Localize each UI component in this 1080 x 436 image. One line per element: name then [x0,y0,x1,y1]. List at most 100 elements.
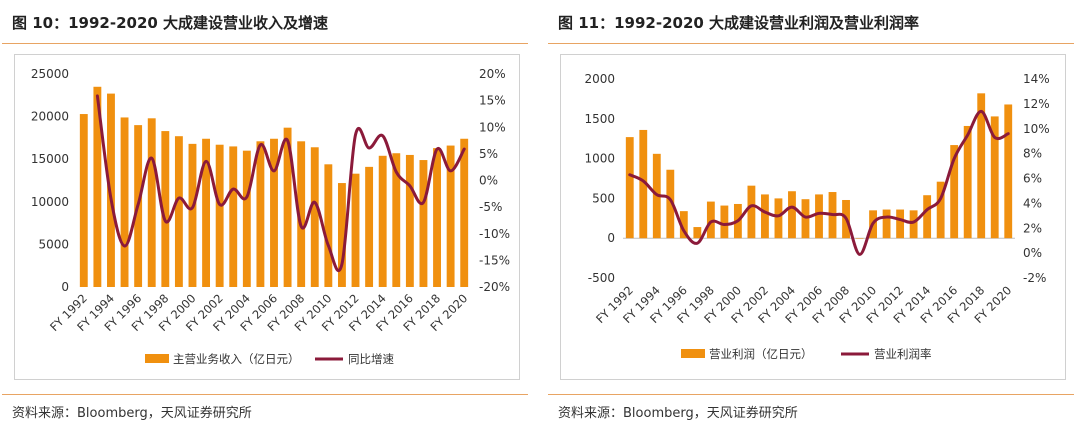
y-right-tick-label: 15% [479,94,506,108]
y-left-tick-label: 0 [61,280,69,294]
title-rule [548,43,1074,44]
bar [120,117,129,287]
y-left-tick-label: -500 [588,271,615,285]
y-right-tick-label: -5% [479,200,502,214]
profit-margin-chart: -500 0 500 1000 1500 2000 -2% 0% 2% 4% 6% 8% 10% 12% 1… [584,72,1050,361]
y-right-tick-label: 6% [1023,172,1042,186]
figure-title: 图 10：1992-2020 大成建设营业收入及增速 [12,14,329,32]
bar [460,138,469,287]
y-right-tick-label: 2% [1023,221,1042,235]
bar [977,93,986,239]
bar [855,238,864,239]
y-right-tick-label: 0% [1023,246,1042,260]
bar [378,155,387,287]
bar [963,125,972,239]
y-right-tick-label: -2% [1023,271,1046,285]
source-note: 资料来源：Bloomberg，天风证券研究所 [12,406,252,421]
legend-line-label: 同比增速 [348,352,394,366]
bar [365,166,374,287]
bar [774,198,783,239]
legend-line-label: 营业利润率 [874,347,932,361]
bar [761,194,769,239]
figure-11-panel: 图 11：1992-2020 大成建设营业利润及营业利润率 -500 0 500 10… [548,0,1076,436]
bar [174,136,183,287]
bar [419,160,428,287]
bar [324,164,333,287]
title-rule [2,43,528,44]
y-right-tick-label: 10% [1023,122,1050,136]
bar [147,118,156,287]
y-left-tick-label: 15000 [31,152,69,166]
bar [297,141,306,287]
bar [950,145,959,239]
bar [815,194,823,239]
y-right-tick-label: -10% [479,227,510,241]
bar [270,138,278,287]
y-right-tick-label: -15% [479,253,510,267]
bar [720,205,729,239]
y-left-tick-label: 500 [592,191,615,205]
bar [909,210,918,239]
chart-area-revenue: 0 5000 10000 15000 20000 25000 -20% -15% -10% -5%… [14,54,520,380]
bar [747,185,756,239]
bar [161,131,170,287]
bar [229,146,238,287]
bar [256,141,265,287]
y-right-tick-label: 5% [479,147,498,161]
line-series [95,94,466,273]
bar [405,154,414,287]
source-note: 资料来源：Bloomberg，天风证券研究所 [558,406,798,421]
bar [392,153,401,287]
bar [801,199,810,239]
bar [446,145,455,287]
bar [337,183,346,287]
bar [283,127,292,288]
bar [666,169,675,239]
bar [990,116,999,239]
figure-title: 图 11：1992-2020 大成建设营业利润及营业利润率 [558,14,920,32]
bar [202,138,211,287]
source-rule [2,394,528,395]
y-left-tick-label: 20000 [31,110,69,124]
y-right-tick-label: 8% [1023,147,1042,161]
y-left-tick-label: 1000 [584,152,615,166]
bar [93,86,102,287]
bar [215,144,224,287]
y-left-tick-label: 2000 [584,72,615,86]
y-right-tick-label: 10% [479,120,506,134]
bar [896,209,905,239]
legend-bar-label: 营业利润（亿日元） [709,347,813,361]
y-right-tick-label: 14% [1023,72,1050,86]
bar [188,143,197,287]
revenue-growth-chart: 0 5000 10000 15000 20000 25000 -20% -15% -10% -5%… [31,67,510,366]
y-left-tick-label: 0 [607,231,615,245]
bar [936,181,945,239]
line-series [628,109,1010,256]
bar [242,150,251,287]
y-right-tick-label: 0% [479,174,498,188]
figure-10-panel: 图 10：1992-2020 大成建设营业收入及增速 0 5000 10000 150… [2,0,530,436]
legend-bar-swatch [145,354,169,363]
y-left-tick-label: 5000 [38,237,69,251]
bar [351,173,360,287]
bar [79,114,88,287]
bar [788,191,796,239]
bar [882,209,891,239]
y-right-tick-label: 20% [479,67,506,81]
legend-bar-swatch [681,349,705,358]
y-right-tick-label: -20% [479,280,510,294]
bar [433,148,441,287]
source-rule [548,394,1074,395]
bar [639,129,648,239]
bar [1004,104,1013,239]
chart-area-profit: -500 0 500 1000 1500 2000 -2% 0% 2% 4% 6% 8% 10% 12% 1… [560,54,1066,380]
bar [923,195,932,239]
bar [706,201,715,239]
legend-bar-label: 主营业务收入（亿日元） [173,352,300,366]
y-right-tick-label: 4% [1023,196,1042,210]
bar [679,211,688,239]
y-left-tick-label: 25000 [31,67,69,81]
bar [310,147,319,287]
bar [693,227,702,239]
y-left-tick-label: 1500 [584,112,615,126]
